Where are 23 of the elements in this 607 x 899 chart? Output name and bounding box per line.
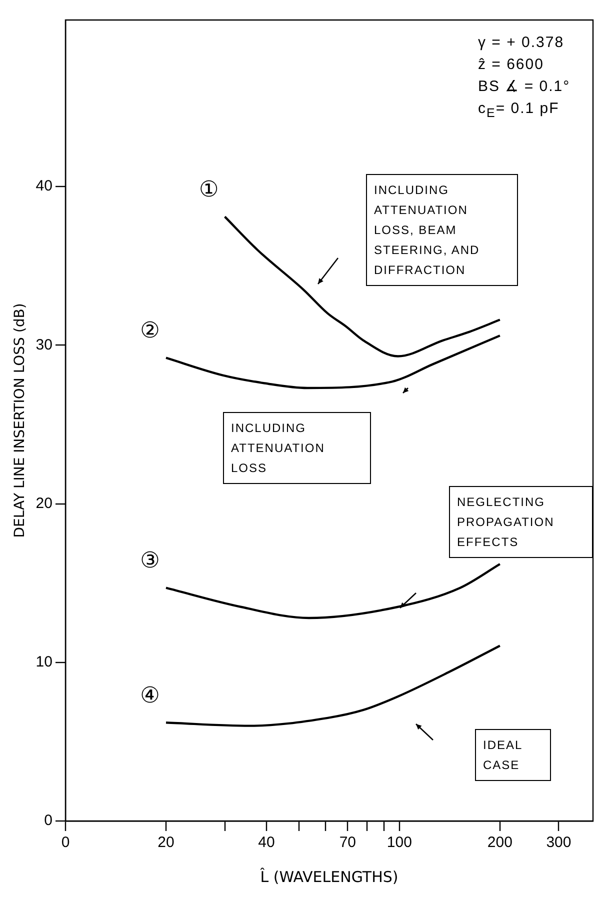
annotation: NEGLECTING PROPAGATION EFFECTS: [449, 486, 593, 558]
x-tick-label: 40: [258, 834, 275, 852]
x-tick-label: 100: [386, 834, 412, 852]
annotation: INCLUDING ATTENUATION LOSS: [223, 412, 371, 484]
x-tick-label: 20: [158, 834, 174, 852]
series-label: ②: [140, 318, 160, 344]
x-tick-label: 300: [546, 834, 572, 852]
annotation: INCLUDING ATTENUATION LOSS, BEAM STEERING, AND DIFFRACTION: [366, 174, 518, 286]
y-tick-label: 20: [36, 494, 52, 512]
x-axis-title: L̂ (WAVELENGTHS): [260, 867, 398, 886]
x-tick-label: 0: [61, 834, 70, 852]
series-label: ①: [198, 177, 219, 202]
series-label: ③: [140, 548, 160, 574]
x-tick-label: 70: [339, 834, 356, 852]
x-tick-label: 200: [487, 834, 512, 852]
series-label: ④: [140, 683, 160, 708]
annotation: IDEAL CASE: [475, 729, 551, 781]
annotation: γ = + 0.378 ẑ = 6600 BS ∡ = 0.1° c$_{E}$= 0.1 pF: [478, 33, 572, 122]
y-tick-label: 40: [36, 178, 52, 195]
y-tick-label: 10: [36, 654, 52, 671]
y-tick-label: 30: [36, 336, 52, 354]
y-axis-title: DELAY LINE INSERTION LOSS (dB): [12, 303, 28, 538]
y-tick-label: 0: [44, 812, 52, 830]
